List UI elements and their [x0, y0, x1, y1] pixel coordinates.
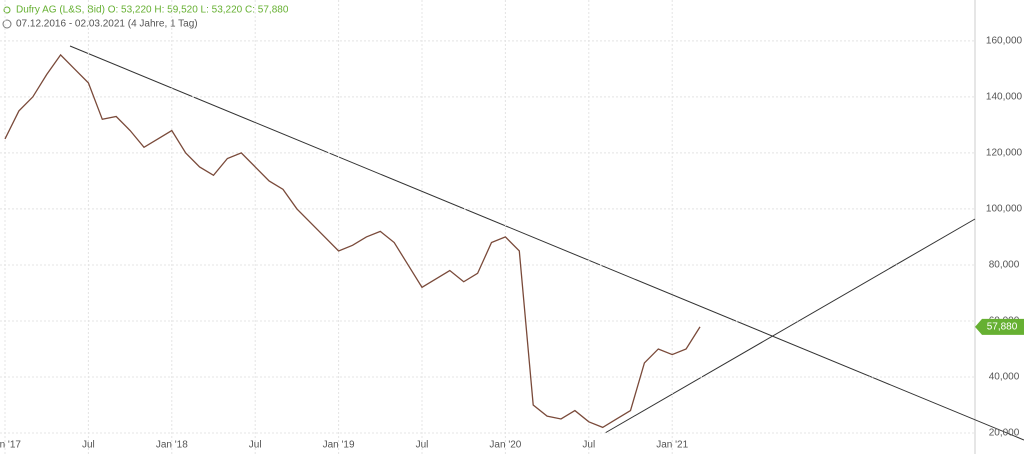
- price-line: [4, 53, 701, 429]
- price-tag: [975, 318, 1024, 335]
- y-tick-label: 40,000: [989, 372, 1020, 383]
- x-tick-label: Jul: [416, 440, 429, 451]
- x-tick-label: Jul: [82, 440, 95, 451]
- y-tick-label: 80,000: [989, 260, 1020, 271]
- x-tick-label: Jul: [249, 440, 262, 451]
- trend-line: [604, 218, 976, 434]
- chart-subtitle: 07.12.2016 - 02.03.2021 (4 Jahre, 1 Tag): [16, 19, 198, 30]
- x-tick-label: Jan '19: [323, 440, 355, 451]
- x-tick-label: Jan '21: [656, 440, 688, 451]
- trend-line: [69, 45, 1024, 441]
- price-tag-label: 57,880: [987, 322, 1018, 333]
- y-tick-label: 100,000: [986, 204, 1023, 215]
- y-tick-label: 20,000: [989, 428, 1020, 439]
- clock-icon: [2, 19, 12, 29]
- x-tick-label: Jul: [582, 440, 595, 451]
- x-tick-label: Jan '18: [156, 440, 188, 451]
- x-tick-label: Jan '20: [489, 440, 521, 451]
- y-tick-label: 140,000: [986, 92, 1023, 103]
- x-tick-label: Jan '17: [0, 440, 21, 451]
- y-tick-label: 120,000: [986, 148, 1023, 159]
- y-tick-label: 160,000: [986, 36, 1023, 47]
- chart-title: Dufry AG (L&S, Bid) O: 53,220 H: 59,520 …: [16, 5, 289, 16]
- icon: [3, 6, 11, 14]
